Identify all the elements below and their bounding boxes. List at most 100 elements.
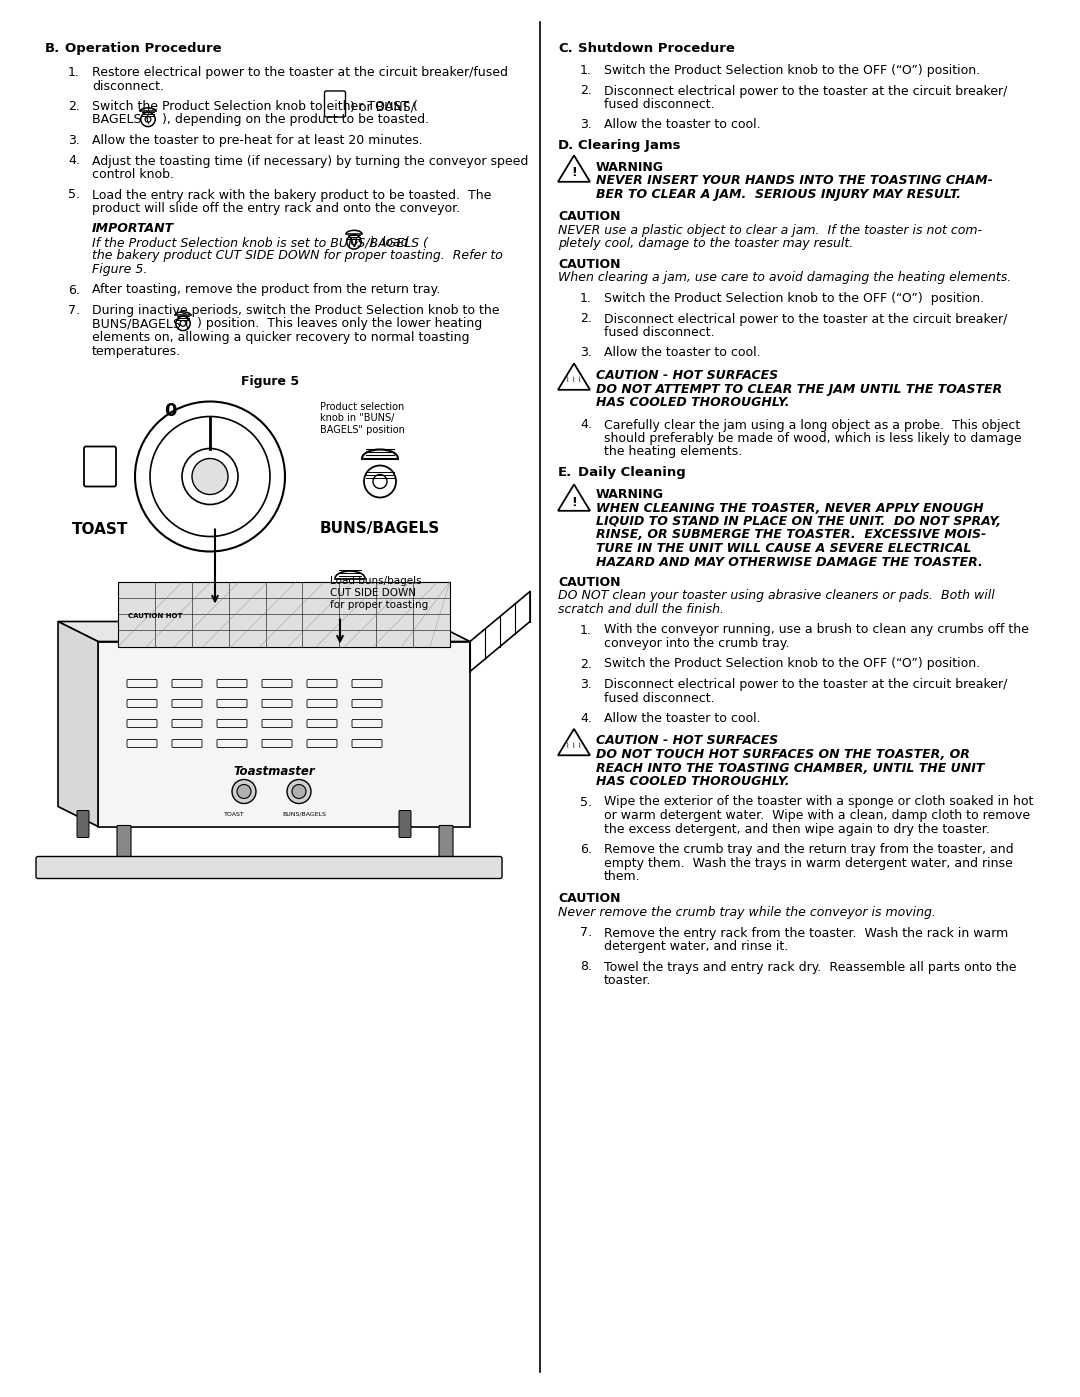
Text: Operation Procedure: Operation Procedure <box>65 42 221 54</box>
Text: 5.: 5. <box>580 795 592 809</box>
Text: C.: C. <box>558 42 572 54</box>
Text: 3.: 3. <box>68 134 80 147</box>
Text: product will slide off the entry rack and onto the conveyor.: product will slide off the entry rack an… <box>92 203 460 215</box>
Text: ⌇: ⌇ <box>572 742 576 749</box>
Text: the heating elements.: the heating elements. <box>604 446 742 458</box>
Text: WHEN CLEANING THE TOASTER, NEVER APPLY ENOUGH: WHEN CLEANING THE TOASTER, NEVER APPLY E… <box>596 502 984 514</box>
Text: B.: B. <box>45 42 60 54</box>
Text: Wipe the exterior of the toaster with a sponge or cloth soaked in hot: Wipe the exterior of the toaster with a … <box>604 795 1034 809</box>
Text: BUNS/BAGELS: BUNS/BAGELS <box>282 812 326 816</box>
Polygon shape <box>58 622 470 641</box>
Text: 8.: 8. <box>580 961 592 974</box>
Text: toaster.: toaster. <box>604 974 651 988</box>
Text: HAS COOLED THOROUGHLY.: HAS COOLED THOROUGHLY. <box>596 395 789 409</box>
Text: NEVER INSERT YOUR HANDS INTO THE TOASTING CHAM-: NEVER INSERT YOUR HANDS INTO THE TOASTIN… <box>596 175 993 187</box>
Text: 4.: 4. <box>580 712 592 725</box>
Text: Allow the toaster to pre-heat for at least 20 minutes.: Allow the toaster to pre-heat for at lea… <box>92 134 422 147</box>
Text: 2.: 2. <box>580 313 592 326</box>
Text: 1.: 1. <box>580 64 592 77</box>
Text: CAUTION - HOT SURFACES: CAUTION - HOT SURFACES <box>596 369 778 381</box>
Text: ), load: ), load <box>370 236 409 249</box>
Text: Clearing Jams: Clearing Jams <box>578 138 680 152</box>
Text: TOAST: TOAST <box>224 812 244 816</box>
Polygon shape <box>58 622 98 827</box>
Text: BUNS/BAGELS (: BUNS/BAGELS ( <box>92 317 190 331</box>
Text: 1.: 1. <box>580 292 592 305</box>
Text: CAUTION HOT: CAUTION HOT <box>129 613 183 619</box>
Text: Load buns/bagels
CUT SIDE DOWN
for proper toasting: Load buns/bagels CUT SIDE DOWN for prope… <box>330 577 429 609</box>
Text: IMPORTANT: IMPORTANT <box>92 222 174 236</box>
Text: NEVER use a plastic object to clear a jam.  If the toaster is not com-: NEVER use a plastic object to clear a ja… <box>558 224 982 237</box>
Text: Disconnect electrical power to the toaster at the circuit breaker/: Disconnect electrical power to the toast… <box>604 678 1008 692</box>
Text: or warm detergent water.  Wipe with a clean, damp cloth to remove: or warm detergent water. Wipe with a cle… <box>604 809 1030 821</box>
Text: During inactive periods, switch the Product Selection knob to the: During inactive periods, switch the Prod… <box>92 305 499 317</box>
Text: With the conveyor running, use a brush to clean any crumbs off the: With the conveyor running, use a brush t… <box>604 623 1029 637</box>
Text: DO NOT clean your toaster using abrasive cleaners or pads.  Both will: DO NOT clean your toaster using abrasive… <box>558 590 995 602</box>
Text: conveyor into the crumb tray.: conveyor into the crumb tray. <box>604 637 789 650</box>
Circle shape <box>292 785 306 799</box>
Text: DO NOT TOUCH HOT SURFACES ON THE TOASTER, OR: DO NOT TOUCH HOT SURFACES ON THE TOASTER… <box>596 747 970 761</box>
Text: HAS COOLED THOROUGHLY.: HAS COOLED THOROUGHLY. <box>596 775 789 788</box>
FancyBboxPatch shape <box>399 810 411 837</box>
Text: 6.: 6. <box>68 284 80 296</box>
Text: Carefully clear the jam using a long object as a probe.  This object: Carefully clear the jam using a long obj… <box>604 419 1021 432</box>
Text: When clearing a jam, use care to avoid damaging the heating elements.: When clearing a jam, use care to avoid d… <box>558 271 1011 285</box>
FancyBboxPatch shape <box>117 826 131 858</box>
Text: Never remove the crumb tray while the conveyor is moving.: Never remove the crumb tray while the co… <box>558 907 936 919</box>
Text: detergent water, and rinse it.: detergent water, and rinse it. <box>604 940 788 953</box>
Text: If the Product Selection knob is set to BUNS/BAGELS (: If the Product Selection knob is set to … <box>92 236 428 249</box>
Text: Allow the toaster to cool.: Allow the toaster to cool. <box>604 346 760 359</box>
Text: Switch the Product Selection knob to the OFF (“O”)  position.: Switch the Product Selection knob to the… <box>604 292 984 305</box>
Text: 2.: 2. <box>68 101 80 113</box>
Text: 3.: 3. <box>580 678 592 692</box>
Text: Figure 5.: Figure 5. <box>92 263 147 277</box>
Text: Shutdown Procedure: Shutdown Procedure <box>578 42 734 54</box>
Text: Switch the Product Selection knob to the OFF (“O”) position.: Switch the Product Selection knob to the… <box>604 658 981 671</box>
Text: WARNING: WARNING <box>596 488 664 502</box>
Text: CAUTION: CAUTION <box>558 258 621 271</box>
Text: 0: 0 <box>164 401 176 419</box>
Text: Adjust the toasting time (if necessary) by turning the conveyor speed: Adjust the toasting time (if necessary) … <box>92 155 528 168</box>
Text: HAZARD AND MAY OTHERWISE DAMAGE THE TOASTER.: HAZARD AND MAY OTHERWISE DAMAGE THE TOAS… <box>596 556 983 569</box>
Text: CAUTION: CAUTION <box>558 211 621 224</box>
Text: Product selection
knob in "BUNS/
BAGELS" position: Product selection knob in "BUNS/ BAGELS"… <box>320 401 405 434</box>
Text: ⌇: ⌇ <box>578 377 582 383</box>
Text: Remove the entry rack from the toaster.  Wash the rack in warm: Remove the entry rack from the toaster. … <box>604 926 1009 940</box>
Text: D.: D. <box>558 138 575 152</box>
Text: should preferably be made of wood, which is less likely to damage: should preferably be made of wood, which… <box>604 432 1022 446</box>
Text: DO NOT ATTEMPT TO CLEAR THE JAM UNTIL THE TOASTER: DO NOT ATTEMPT TO CLEAR THE JAM UNTIL TH… <box>596 383 1002 395</box>
Text: CAUTION - HOT SURFACES: CAUTION - HOT SURFACES <box>596 735 778 747</box>
Text: WARNING: WARNING <box>596 161 664 175</box>
Text: scratch and dull the finish.: scratch and dull the finish. <box>558 604 724 616</box>
Text: the excess detergent, and then wipe again to dry the toaster.: the excess detergent, and then wipe agai… <box>604 823 989 835</box>
Text: CAUTION: CAUTION <box>558 576 621 590</box>
Text: fused disconnect.: fused disconnect. <box>604 326 715 339</box>
Text: 5.: 5. <box>68 189 80 201</box>
Text: elements on, allowing a quicker recovery to normal toasting: elements on, allowing a quicker recovery… <box>92 331 470 344</box>
Text: Switch the Product Selection knob to the OFF (“O”) position.: Switch the Product Selection knob to the… <box>604 64 981 77</box>
Text: 7.: 7. <box>580 926 592 940</box>
Text: empty them.  Wash the trays in warm detergent water, and rinse: empty them. Wash the trays in warm deter… <box>604 856 1013 869</box>
Text: ) or BUNS/: ) or BUNS/ <box>350 101 415 113</box>
Text: 3.: 3. <box>580 346 592 359</box>
Text: TURE IN THE UNIT WILL CAUSE A SEVERE ELECTRICAL: TURE IN THE UNIT WILL CAUSE A SEVERE ELE… <box>596 542 971 555</box>
Text: fused disconnect.: fused disconnect. <box>604 98 715 110</box>
FancyBboxPatch shape <box>438 826 453 858</box>
Text: Daily Cleaning: Daily Cleaning <box>578 467 686 479</box>
Text: Load the entry rack with the bakery product to be toasted.  The: Load the entry rack with the bakery prod… <box>92 189 491 201</box>
Polygon shape <box>98 641 470 827</box>
Text: pletely cool, damage to the toaster may result.: pletely cool, damage to the toaster may … <box>558 237 853 250</box>
Circle shape <box>183 448 238 504</box>
Text: ) position.  This leaves only the lower heating: ) position. This leaves only the lower h… <box>197 317 483 331</box>
Text: control knob.: control knob. <box>92 168 174 182</box>
Text: After toasting, remove the product from the return tray.: After toasting, remove the product from … <box>92 284 441 296</box>
Text: fused disconnect.: fused disconnect. <box>604 692 715 704</box>
FancyBboxPatch shape <box>77 810 89 837</box>
Text: 2.: 2. <box>580 658 592 671</box>
Text: them.: them. <box>604 870 640 883</box>
Text: 7.: 7. <box>68 305 80 317</box>
Text: BUNS/BAGELS: BUNS/BAGELS <box>320 521 441 536</box>
Text: RINSE, OR SUBMERGE THE TOASTER.  EXCESSIVE MOIS-: RINSE, OR SUBMERGE THE TOASTER. EXCESSIV… <box>596 528 986 542</box>
Text: 6.: 6. <box>580 842 592 856</box>
FancyBboxPatch shape <box>36 856 502 879</box>
